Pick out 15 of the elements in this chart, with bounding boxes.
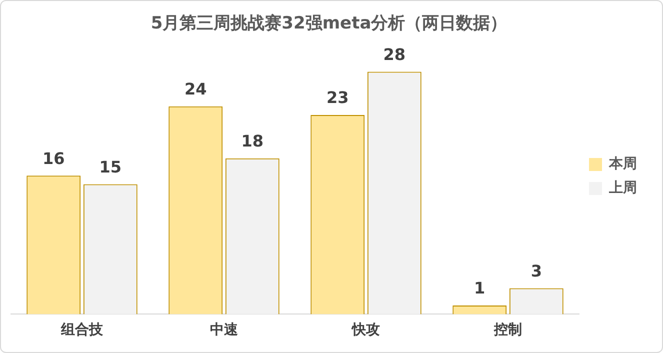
x-tick-label: 控制: [493, 322, 522, 338]
data-label: 3: [530, 261, 542, 280]
x-tick-label: 组合技: [60, 322, 104, 338]
data-label: 23: [326, 88, 349, 108]
data-label: 16: [42, 148, 65, 168]
data-label: 1: [474, 278, 486, 298]
x-tick-label: 快攻: [351, 322, 380, 338]
legend-label: 上周: [608, 180, 637, 196]
data-label: 15: [99, 157, 122, 176]
data-label: 28: [383, 44, 406, 64]
data-label: 24: [184, 80, 207, 99]
x-tick-label: 中速: [210, 322, 239, 338]
legend-label: 本周: [608, 156, 637, 172]
data-label: 18: [241, 131, 264, 150]
chart-title: 5月第三周挑战赛32强meta分析（两日数据）: [150, 14, 508, 34]
